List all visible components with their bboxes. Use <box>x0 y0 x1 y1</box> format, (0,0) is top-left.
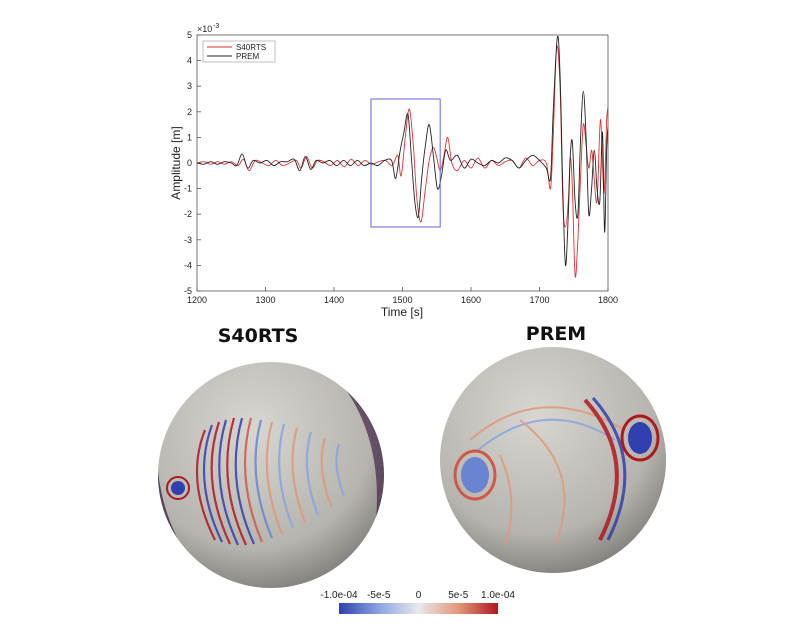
x-tick-label: 1800 <box>598 295 618 305</box>
series-line-prem <box>197 35 608 266</box>
y-axis-ticks: -5 -4 -3 -2 -1 0 1 2 3 4 5 <box>184 30 201 296</box>
colorbar-gradient <box>339 603 498 614</box>
x-tick-label: 1200 <box>187 295 207 305</box>
panel-title-prem: PREM <box>526 323 586 345</box>
highlight-box <box>370 98 441 228</box>
y-tick-label: 5 <box>187 30 192 40</box>
panel-title-s40rts: S40RTS <box>218 325 299 347</box>
x-axis-label: Time [s] <box>381 305 423 319</box>
legend-label-prem: PREM <box>236 52 259 61</box>
colorbar-ticks: -1.0e-04 -5e-5 0 5e-5 1.0e-04 <box>320 590 515 601</box>
x-tick-label: 1300 <box>255 295 275 305</box>
y-tick-label: 4 <box>187 56 192 66</box>
y-tick-label: 0 <box>187 158 192 168</box>
y-exponent-power: -3 <box>213 23 219 30</box>
colorbar-tick-label: 1.0e-04 <box>481 590 515 601</box>
y-tick-label: -4 <box>184 260 192 270</box>
sphere-panel-prem: PREM <box>440 323 666 573</box>
sphere-panel-s40rts: S40RTS <box>158 325 384 588</box>
x-axis-ticks: 1200 1300 1400 1500 1600 1700 1800 <box>187 287 618 305</box>
x-tick-label: 1500 <box>392 295 412 305</box>
seismogram-chart: 1200 1300 1400 1500 1600 1700 1800 -5 -4 -3 -2 -1 0… <box>169 23 618 319</box>
colorbar-tick-label: 0 <box>416 590 422 601</box>
y-exponent: ×10 -3 <box>197 23 219 34</box>
globe-s40rts <box>158 362 384 588</box>
y-tick-label: -5 <box>184 286 192 296</box>
x-tick-label: 1600 <box>461 295 481 305</box>
y-tick-label: 1 <box>187 132 192 142</box>
y-tick-label: 2 <box>187 107 192 117</box>
colorbar-tick-label: 5e-5 <box>448 590 468 601</box>
colorbar: -1.0e-04 -5e-5 0 5e-5 1.0e-04 <box>320 590 515 614</box>
y-tick-label: -2 <box>184 209 192 219</box>
y-tick-label: 3 <box>187 81 192 91</box>
colorbar-tick-label: -1.0e-04 <box>320 590 358 601</box>
legend: S40RTS PREM <box>202 40 276 63</box>
y-exponent-base: ×10 <box>197 24 212 34</box>
legend-box <box>202 40 276 63</box>
colorbar-tick-label: -5e-5 <box>367 590 391 601</box>
series-line-s40rts <box>197 45 608 278</box>
x-tick-label: 1400 <box>324 295 344 305</box>
legend-label-s40rts: S40RTS <box>236 43 266 52</box>
y-axis-label: Amplitude [m] <box>169 126 183 199</box>
y-tick-label: -1 <box>184 184 192 194</box>
x-tick-label: 1700 <box>529 295 549 305</box>
series-layer <box>197 35 608 278</box>
y-tick-label: -3 <box>184 235 192 245</box>
